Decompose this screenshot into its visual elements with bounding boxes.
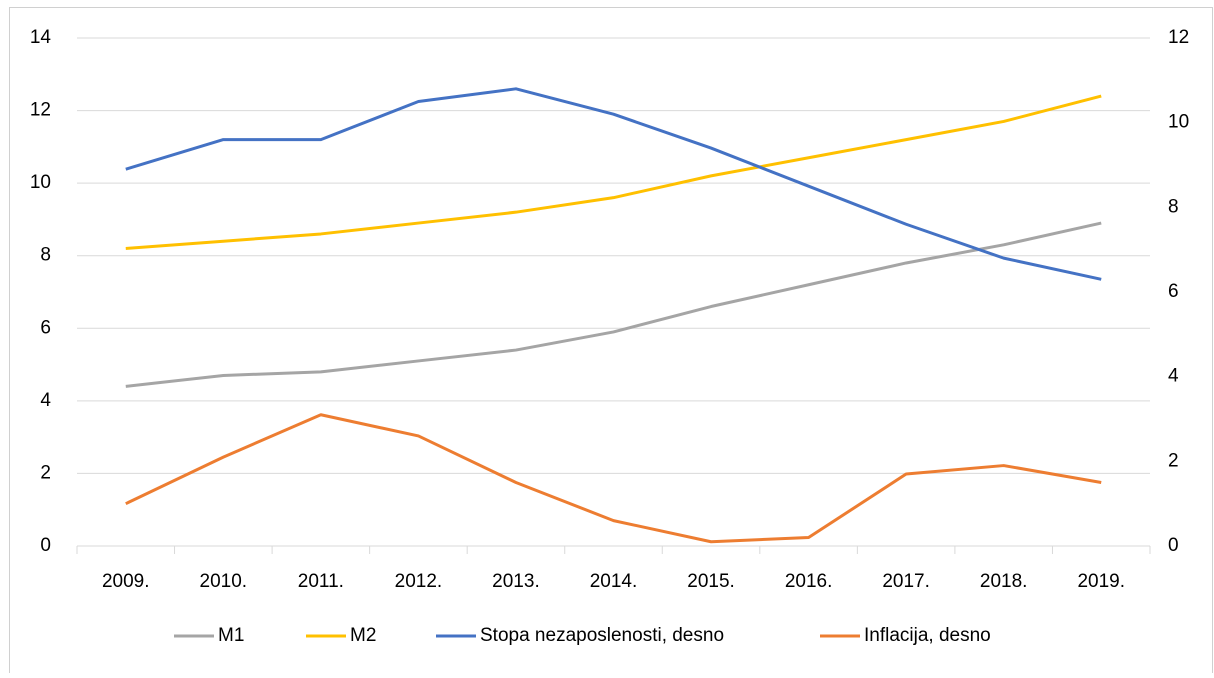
y-tick-label: 4: [40, 390, 51, 411]
y-tick-label: 6: [40, 317, 51, 338]
x-tick-label: 2017.: [882, 571, 930, 592]
y2-tick-label: 10: [1168, 112, 1189, 133]
y2-tick-label: 12: [1168, 27, 1189, 48]
y2-tick-label: 6: [1168, 281, 1179, 302]
series-line: [125, 94, 1102, 250]
y2-tick-label: 8: [1168, 196, 1179, 217]
x-tick-label: 2013.: [492, 571, 540, 592]
y2-tick-label: 0: [1168, 535, 1179, 556]
legend-label: Stopa nezaposlenosti, desno: [480, 625, 724, 646]
series-line: [125, 87, 1102, 281]
legend-label: Inflacija, desno: [864, 625, 991, 646]
y-tick-label: 12: [30, 100, 51, 121]
series-line: [125, 413, 1102, 544]
x-tick-label: 2009.: [102, 571, 150, 592]
y-tick-label: 14: [30, 27, 52, 48]
y2-tick-label: 2: [1168, 450, 1179, 471]
y-tick-label: 0: [40, 535, 51, 556]
x-tick-label: 2010.: [200, 571, 248, 592]
legend-label: M1: [218, 625, 244, 646]
x-tick-label: 2016.: [785, 571, 833, 592]
series-line: [125, 221, 1102, 388]
y-tick-label: 2: [40, 462, 51, 483]
legend-label: M2: [350, 625, 376, 646]
x-tick-label: 2014.: [590, 571, 638, 592]
x-tick-label: 2018.: [980, 571, 1028, 592]
x-tick-label: 2019.: [1077, 571, 1125, 592]
y-tick-label: 8: [40, 245, 51, 266]
x-tick-label: 2015.: [687, 571, 735, 592]
x-tick-label: 2012.: [395, 571, 443, 592]
x-tick-label: 2011.: [298, 571, 344, 592]
y2-tick-label: 4: [1168, 366, 1179, 387]
y-tick-label: 10: [30, 172, 51, 193]
